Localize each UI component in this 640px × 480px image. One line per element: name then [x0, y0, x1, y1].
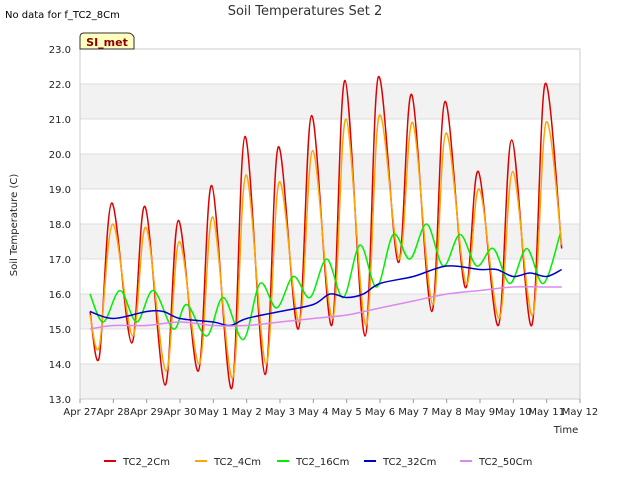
legend-label: TC2_32Cm — [382, 457, 436, 468]
x-tick-label: May 3 — [265, 407, 295, 418]
x-tick-label: May 1 — [198, 407, 228, 418]
y-tick-labels: 13.0 14.0 15.0 16.0 17.0 18.0 19.0 20.0 21.0 22.0… — [49, 45, 71, 406]
x-tick-label: May 4 — [298, 407, 328, 418]
x-tick-label: May 6 — [365, 407, 395, 418]
series-line-tc2-4cm — [89, 114, 563, 379]
badge-label: SI_met — [86, 36, 128, 49]
series-line-tc2-32cm — [89, 265, 563, 327]
no-data-note: No data for f_TC2_8Cm — [5, 10, 120, 21]
x-tick-label: Apr 27 — [63, 407, 96, 418]
y-tick-label: 14.0 — [49, 360, 71, 371]
x-tick-label: May 8 — [432, 407, 462, 418]
badge-shape — [79, 32, 135, 50]
series-line-tc2-50cm — [89, 285, 562, 330]
y-tick-label: 13.0 — [49, 395, 71, 406]
plot-band — [80, 364, 580, 399]
y-tick-label: 17.0 — [49, 255, 71, 266]
plot-border — [79, 48, 581, 400]
legend: TC2_2Cm TC2_4Cm TC2_16Cm TC2_32Cm TC2_50Cm — [104, 457, 532, 468]
y-tick-label: 18.0 — [49, 220, 71, 231]
y-tick-label: 19.0 — [49, 185, 71, 196]
legend-label: TC2_4Cm — [213, 457, 261, 468]
x-tick-label: Apr 29 — [130, 407, 163, 418]
y-axis-title: Soil Temperature (C) — [9, 174, 20, 277]
y-tick-label: 23.0 — [49, 45, 71, 56]
legend-label: TC2_50Cm — [478, 457, 532, 468]
x-tick-label: May 12 — [562, 407, 599, 418]
x-tick-label: May 9 — [465, 407, 495, 418]
plot-band — [80, 154, 580, 189]
x-tick-label: May 11 — [528, 407, 565, 418]
x-tick-label: May 2 — [232, 407, 262, 418]
series-lines — [89, 76, 563, 390]
y-tick-label: 16.0 — [49, 290, 71, 301]
y-tick-label: 22.0 — [49, 80, 71, 91]
plot-band — [80, 84, 580, 119]
chart-title: Soil Temperatures Set 2 — [228, 4, 383, 19]
y-tick-label: 15.0 — [49, 325, 71, 336]
plot-area — [79, 48, 581, 400]
series-line-tc2-16cm — [89, 223, 561, 341]
x-tick-label: Apr 28 — [97, 407, 130, 418]
x-tick-label: Apr 30 — [163, 407, 196, 418]
y-tick-label: 20.0 — [49, 150, 71, 161]
si-met-badge: SI_met — [79, 32, 135, 50]
x-tick-label: May 10 — [495, 407, 532, 418]
x-axis-title: Time — [553, 425, 578, 436]
legend-label: TC2_2Cm — [122, 457, 170, 468]
legend-label: TC2_16Cm — [295, 457, 349, 468]
y-tick-label: 21.0 — [49, 115, 71, 126]
x-tick-label: May 7 — [398, 407, 428, 418]
series-line-tc2-2cm — [89, 76, 563, 390]
x-tick-label: May 5 — [332, 407, 362, 418]
